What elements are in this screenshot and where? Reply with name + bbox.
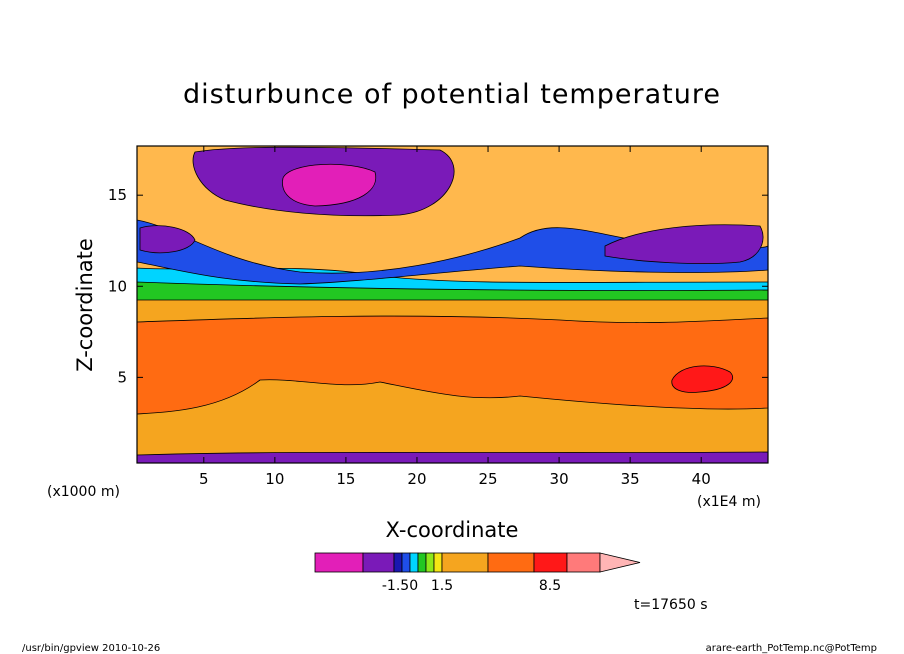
colorbar-swatch [314, 552, 364, 573]
contour-cold-upper [604, 224, 764, 264]
x-tick-label: 15 [336, 470, 355, 488]
x-unit-right: (x1E4 m) [697, 494, 761, 510]
contour-field [137, 146, 768, 463]
x-tick-label: 5 [199, 470, 209, 488]
x-tick-label: 20 [407, 470, 426, 488]
colorbar-swatch [417, 552, 427, 573]
contour-mid-band [137, 315, 768, 415]
y-tick-label: 10 [108, 277, 127, 295]
colorbar-extend-arrow [599, 552, 641, 573]
contour-green-band [137, 281, 768, 301]
colorbar-swatch [401, 552, 411, 573]
plot-frame [136, 145, 769, 464]
colorbar-label: 1.5 [431, 578, 453, 594]
x-unit-left: (x1000 m) [47, 484, 120, 500]
colorbar-swatch [441, 552, 489, 573]
x-axis-label: X-coordinate [386, 518, 519, 542]
colorbar-swatch [533, 552, 568, 573]
x-tick-label: 10 [265, 470, 284, 488]
contour-cold-upper [139, 225, 196, 254]
colorbar-swatch [425, 552, 435, 573]
x-tick-label: 35 [621, 470, 640, 488]
time-label: t=17650 s [634, 597, 708, 613]
y-axis: 5 10 15 [108, 186, 768, 386]
colorbar-swatch [393, 552, 403, 573]
contour-warm-anomaly [671, 365, 734, 393]
y-tick-label: 5 [117, 368, 127, 386]
colorbar-swatch [433, 552, 443, 573]
y-axis-label: Z-coordinate [73, 238, 97, 372]
colorbar-label: 8.5 [539, 578, 561, 594]
colorbar: -1.50 1.5 8.5 [314, 552, 641, 594]
colorbar-label: -1.50 [382, 578, 418, 594]
colorbar-swatch [487, 552, 535, 573]
colorbar-swatch [566, 552, 601, 573]
chart-title: disturbunce of potential temperature [183, 79, 721, 110]
x-tick-label: 30 [550, 470, 569, 488]
contour-cold-core [282, 163, 377, 207]
footer-left: /usr/bin/gpview 2010-10-26 [22, 643, 160, 654]
y-tick-label: 15 [108, 186, 127, 204]
contour-surface-layer [137, 451, 768, 463]
footer-right: arare-earth_PotTemp.nc@PotTemp [706, 643, 877, 654]
x-tick-label: 25 [478, 470, 497, 488]
colorbar-swatch [362, 552, 395, 573]
x-axis: 5 10 15 20 25 30 35 40 [199, 146, 711, 488]
colorbar-swatch [409, 552, 419, 573]
x-tick-label: 40 [692, 470, 711, 488]
